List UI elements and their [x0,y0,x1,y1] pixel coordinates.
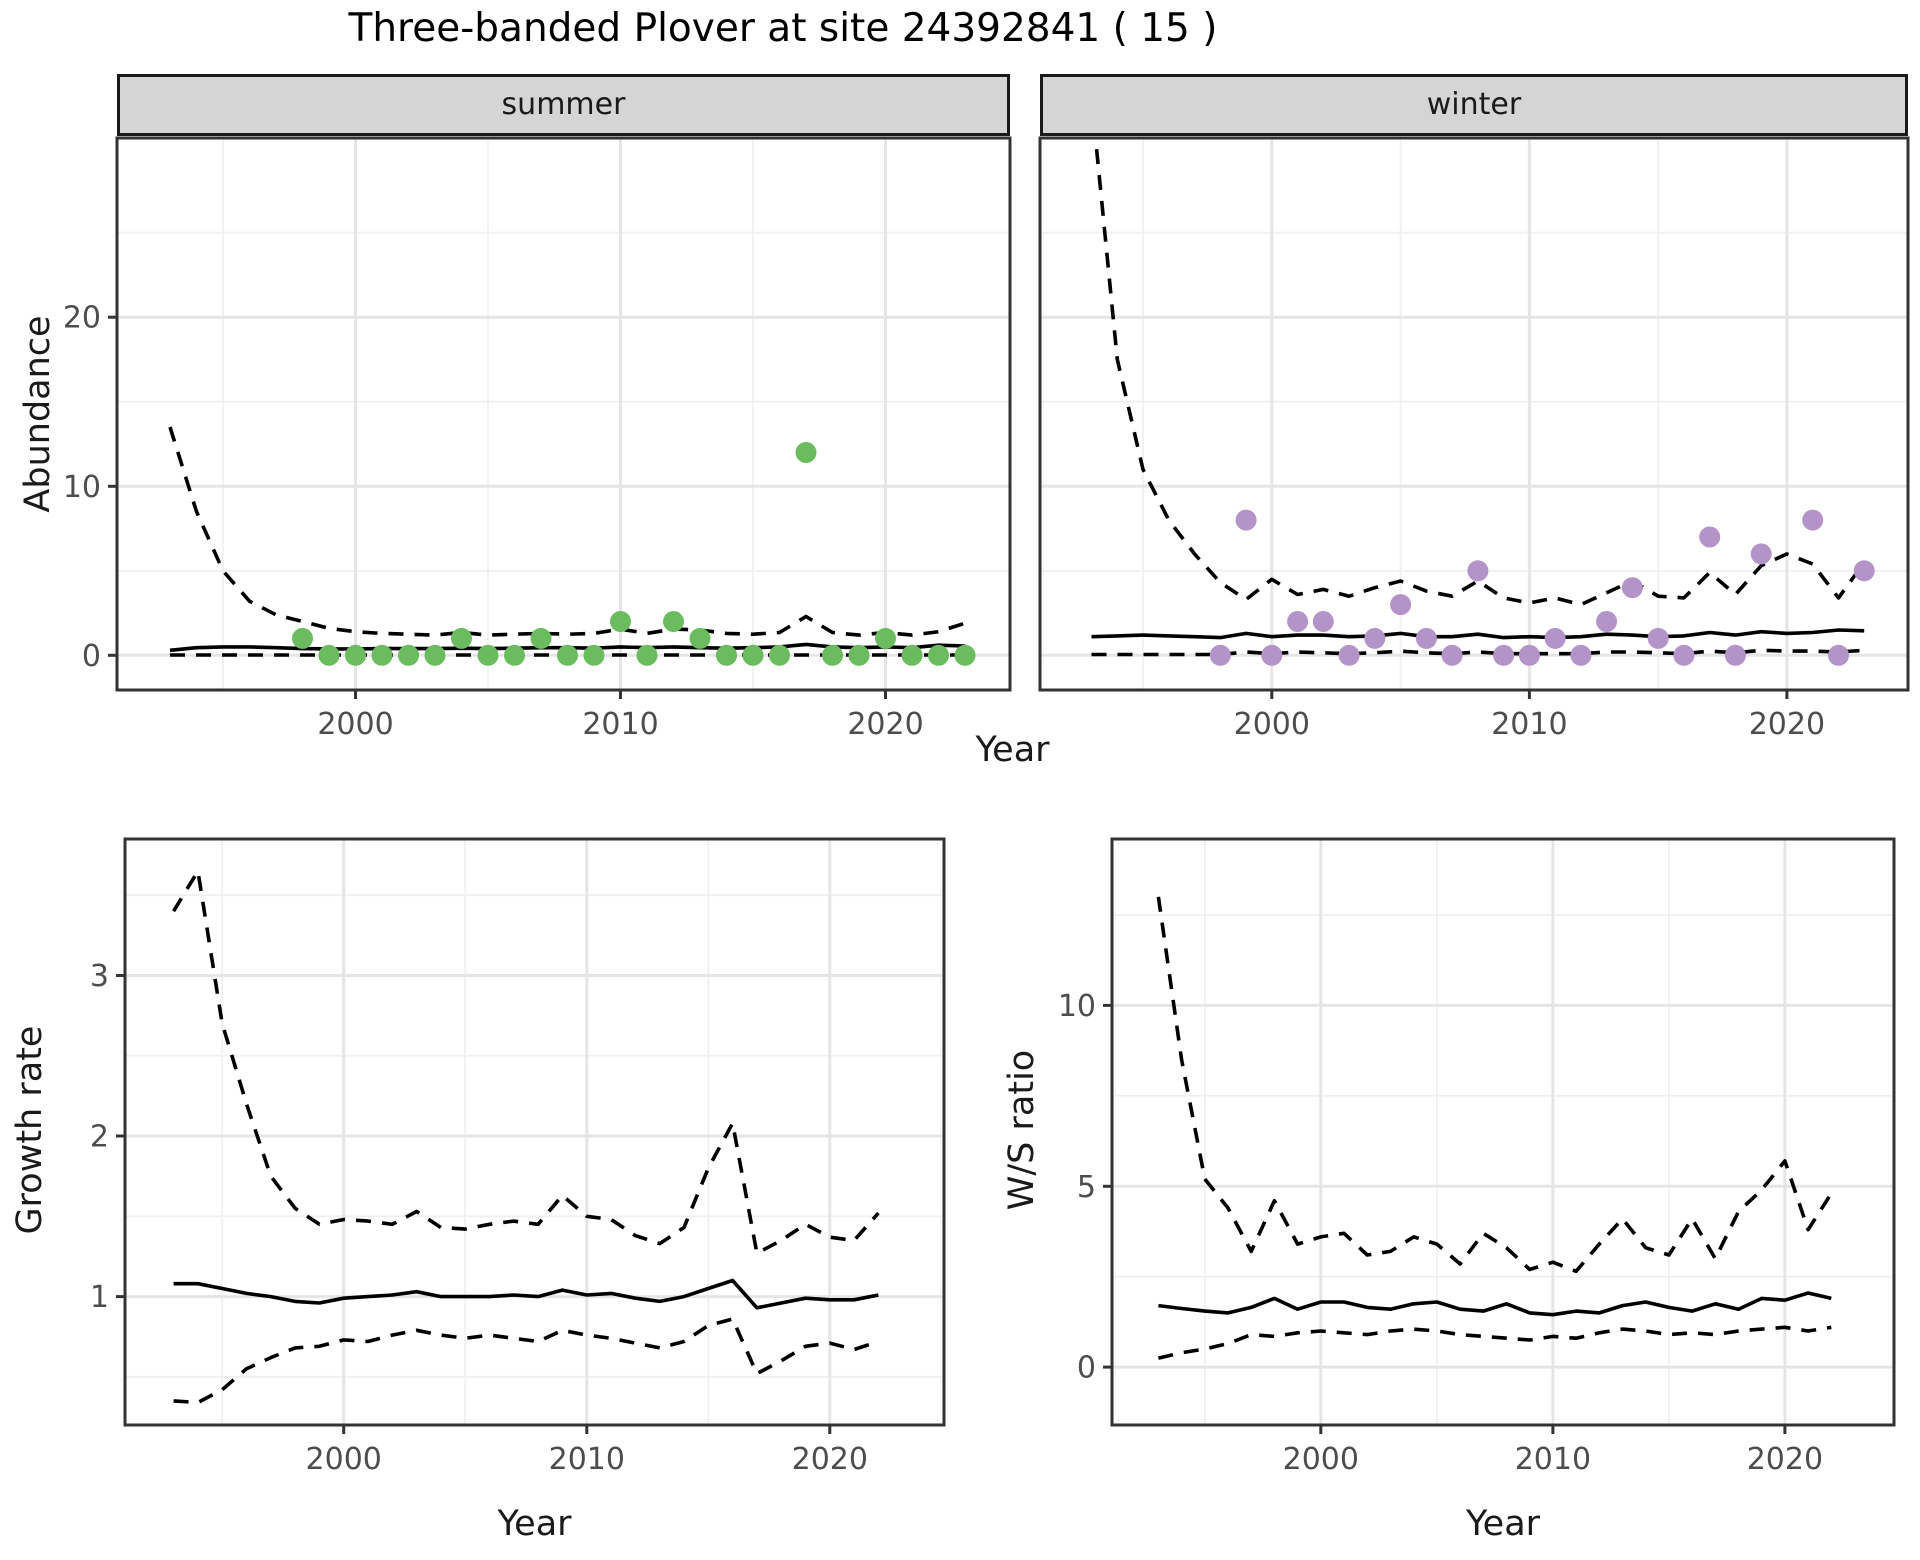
svg-text:5: 5 [1077,1170,1096,1205]
svg-text:1: 1 [90,1280,109,1315]
facet-strip-winter-label: winter [1426,87,1522,122]
svg-text:2010: 2010 [1491,707,1567,742]
svg-text:10: 10 [1058,989,1096,1024]
facet-strip-summer: summer [117,74,1010,136]
svg-text:2010: 2010 [1515,1442,1591,1477]
growth-rate-chart: 2000 2010 2020 1 2 3 [90,837,946,1477]
facet-strip-winter: winter [1040,74,1908,136]
y-axis-title-ws-ratio: W/S ratio [1002,1049,1042,1211]
svg-text:10: 10 [63,470,101,505]
svg-text:2000: 2000 [317,707,393,742]
svg-text:20: 20 [63,301,101,336]
svg-text:2000: 2000 [1234,707,1310,742]
abundance-summer-chart: 2000 2010 2020 0 10 20 [63,136,1012,742]
svg-text:2010: 2010 [549,1442,625,1477]
abundance-winter-chart: 2000 2010 2020 [1038,136,1910,742]
y-axis-title-growth-rate: Growth rate [10,1025,50,1235]
facet-strip-summer-label: summer [501,87,626,122]
ws-ratio-chart: 2000 2010 2020 0 5 10 [1058,837,1896,1477]
y-axis-title-abundance: Abundance [18,315,58,513]
svg-text:2020: 2020 [847,707,923,742]
svg-text:0: 0 [82,639,101,674]
x-axis-title-top: Year [975,730,1050,770]
x-axis-title-growth-rate: Year [497,1504,572,1544]
svg-text:2020: 2020 [1747,1442,1823,1477]
svg-text:2000: 2000 [306,1442,382,1477]
svg-text:2020: 2020 [792,1442,868,1477]
x-axis-title-ws-ratio: Year [1465,1504,1541,1544]
svg-text:3: 3 [90,959,109,994]
svg-text:2000: 2000 [1283,1442,1359,1477]
svg-text:2020: 2020 [1749,707,1825,742]
svg-text:0: 0 [1077,1351,1096,1386]
svg-text:2: 2 [90,1120,109,1155]
svg-text:2010: 2010 [582,707,658,742]
figure-title: Three-banded Plover at site 24392841 ( 1… [348,6,1218,51]
